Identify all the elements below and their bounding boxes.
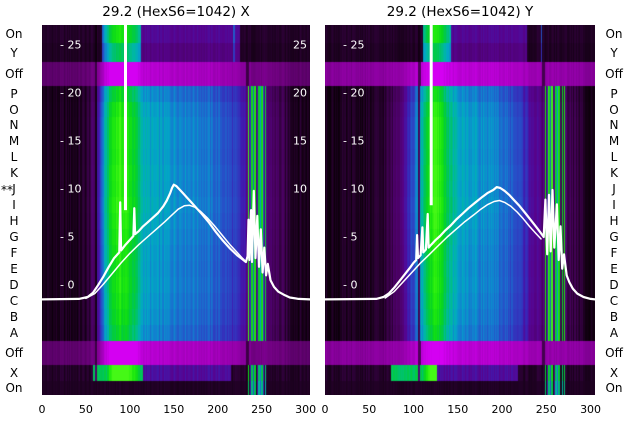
row-labels-right: On Y Off P O N M L K J I H G F E D C B A Off X On bbox=[600, 0, 628, 440]
heatmap-plot-x: - 25- 20- 15- 10- 5- 0 25 20 15 10 bbox=[42, 25, 310, 395]
row-label-left: A bbox=[9, 326, 19, 340]
row-label-right: I bbox=[612, 198, 616, 212]
row-label-right: L bbox=[610, 150, 618, 164]
row-label-left: M bbox=[8, 134, 20, 148]
row-label-right: A bbox=[609, 326, 619, 340]
row-label-left: On bbox=[5, 381, 23, 395]
row-label-left: On bbox=[5, 27, 23, 41]
row-labels-left: On Y Off P O N M L K J I H G F E D C B A Off X On bbox=[2, 0, 26, 440]
row-label-right: On bbox=[605, 27, 623, 41]
x-tick-label: 50 bbox=[362, 403, 377, 416]
row-label-left: Y bbox=[10, 45, 18, 60]
row-label-left: F bbox=[10, 246, 18, 260]
row-label-right: X bbox=[609, 366, 619, 380]
row-label-left: K bbox=[10, 166, 18, 180]
x-tick-label: 250 bbox=[535, 403, 557, 416]
row-label-right: C bbox=[609, 294, 619, 308]
row-label-left: N bbox=[9, 118, 19, 132]
row-label-left: L bbox=[10, 150, 18, 164]
x-tick-label: 150 bbox=[447, 403, 469, 416]
row-label-right: K bbox=[610, 166, 618, 180]
row-marker-stars: ** bbox=[1, 183, 13, 197]
x-tick-label: 250 bbox=[251, 403, 273, 416]
row-label-left: B bbox=[9, 310, 19, 324]
x-tick-label: 200 bbox=[491, 403, 513, 416]
plot-title-x: 29.2 (HexS6=1042) X bbox=[102, 4, 250, 20]
row-label-right: P bbox=[610, 87, 618, 101]
row-label-right: G bbox=[609, 230, 619, 244]
x-tick-label: 200 bbox=[207, 403, 229, 416]
row-label-left: P bbox=[10, 87, 18, 101]
row-label-right: D bbox=[609, 278, 619, 292]
row-label-left: I bbox=[12, 198, 16, 212]
row-label-left: C bbox=[9, 294, 19, 308]
x-tick-label: 150 bbox=[163, 403, 185, 416]
row-label-right: M bbox=[608, 134, 620, 148]
row-label-right: J bbox=[612, 182, 616, 196]
x-tick-label: 0 bbox=[38, 403, 46, 416]
row-label-left: X bbox=[9, 366, 19, 380]
heatmap-canvas-X bbox=[42, 25, 310, 395]
x-tick-label: 50 bbox=[78, 403, 93, 416]
x-tick-label: 100 bbox=[403, 403, 425, 416]
heatmap-canvas-Y bbox=[325, 25, 595, 395]
row-label-right: H bbox=[609, 214, 619, 228]
plot-title-y: 29.2 (HexS6=1042) Y bbox=[386, 4, 534, 20]
row-label-right: Off bbox=[605, 67, 623, 81]
row-label-left: G bbox=[9, 230, 19, 244]
row-label-left: Off bbox=[5, 67, 23, 81]
row-label-right: On bbox=[605, 381, 623, 395]
row-label-right: N bbox=[609, 118, 619, 132]
row-label-left: J bbox=[12, 182, 16, 196]
row-label-left: O bbox=[9, 102, 19, 117]
x-tick-label: 100 bbox=[119, 403, 141, 416]
row-label-left: Off bbox=[5, 346, 23, 360]
row-label-left: D bbox=[9, 278, 19, 292]
heatmap-plot-y: - 25- 20- 15- 10- 5- 0 bbox=[325, 25, 595, 395]
row-label-right: F bbox=[610, 246, 618, 260]
row-label-left: E bbox=[10, 262, 18, 276]
row-label-right: O bbox=[609, 102, 619, 117]
x-tick-label: 0 bbox=[321, 403, 329, 416]
row-label-right: Y bbox=[610, 45, 618, 60]
row-label-left: H bbox=[9, 214, 19, 228]
x-tick-label: 300 bbox=[295, 403, 317, 416]
row-label-right: B bbox=[609, 310, 619, 324]
row-label-right: Off bbox=[605, 346, 623, 360]
row-label-right: E bbox=[610, 262, 618, 276]
